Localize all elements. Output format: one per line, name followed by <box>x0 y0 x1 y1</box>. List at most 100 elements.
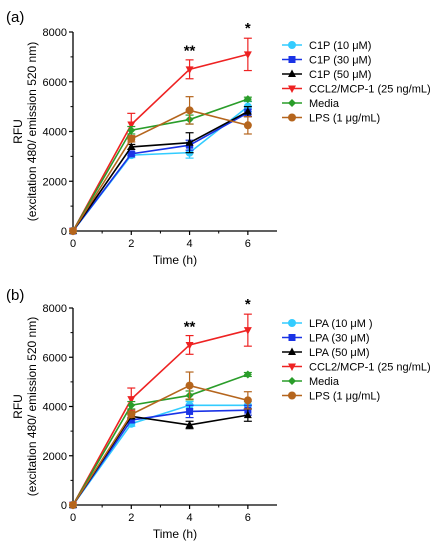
data-point <box>243 121 252 130</box>
x-tick-label: 0 <box>70 512 76 524</box>
legend-label: CCL2/MCP-1 (25 ng/mL) <box>309 84 431 96</box>
data-point <box>127 410 136 419</box>
data-point <box>69 227 77 235</box>
legend-swatch-marker <box>288 85 296 93</box>
x-axis-title: Time (h) <box>153 253 197 267</box>
data-point <box>243 107 252 115</box>
series-line <box>72 109 249 232</box>
legend-label: C1P (50 μM) <box>309 69 371 81</box>
legend-swatch-marker <box>288 319 296 327</box>
y-axis-title: RFU <box>11 119 25 144</box>
x-tick-label: 6 <box>245 238 251 250</box>
legend-item: C1P (30 μM) <box>282 55 371 67</box>
x-tick-label: 0 <box>70 238 76 250</box>
legend-swatch-marker <box>288 363 296 371</box>
legend-label: C1P (10 μM) <box>309 40 371 52</box>
panel-label: (b) <box>6 287 24 304</box>
chart-panel-a: (a) 0 2000 4000 6000 8000 0 2 4 6 Time (h) RFU (exci… <box>6 9 431 267</box>
significance-mark: * <box>245 296 251 313</box>
y-tick-label: 2000 <box>43 176 67 188</box>
data-point <box>185 381 194 390</box>
legend-swatch-marker <box>288 391 296 400</box>
legend-swatch-marker <box>288 99 296 107</box>
legend-label: Media <box>309 376 340 388</box>
data-point <box>69 501 77 509</box>
y-axis-title: RFU <box>11 394 25 419</box>
y-tick-label: 0 <box>61 226 67 238</box>
legend-item: Media <box>282 98 340 110</box>
significance-mark: ** <box>184 43 196 60</box>
legend-swatch-marker <box>288 347 296 355</box>
data-point <box>185 106 194 115</box>
series-line <box>72 329 249 506</box>
series-4 <box>69 95 252 235</box>
x-tick-label: 6 <box>245 512 251 524</box>
series-1 <box>69 108 252 235</box>
x-axis-title: Time (h) <box>153 527 197 541</box>
data-point <box>243 370 252 379</box>
x-tick-label: 4 <box>187 238 193 250</box>
data-point <box>185 420 194 428</box>
series-line <box>72 112 249 232</box>
data-point <box>127 126 136 135</box>
data-point <box>243 95 252 104</box>
data-point <box>127 401 136 410</box>
legend-item: LPA (10 μM ) <box>282 318 373 330</box>
y-tick-label: 8000 <box>43 303 67 315</box>
legend-item: C1P (50 μM) <box>282 69 371 81</box>
legend-label: Media <box>309 98 340 110</box>
series-4 <box>69 370 252 509</box>
x-tick-label: 2 <box>128 238 134 250</box>
series-line <box>72 53 249 232</box>
legend-label: LPS (1 μg/mL) <box>309 113 380 125</box>
data-point <box>243 51 252 59</box>
data-point <box>243 410 252 419</box>
series-0 <box>69 400 252 509</box>
series-line <box>72 409 248 506</box>
series-0 <box>69 101 252 235</box>
series-2 <box>69 408 252 508</box>
series-3 <box>69 37 252 236</box>
data-point <box>127 121 136 130</box>
series-5 <box>69 96 252 235</box>
y-tick-label: 6000 <box>43 352 67 364</box>
series-5 <box>69 371 252 509</box>
data-point <box>127 396 136 404</box>
y-tick-label: 0 <box>61 500 67 512</box>
legend-item: CCL2/MCP-1 (25 ng/mL) <box>282 362 431 374</box>
significance-mark: ** <box>184 318 196 335</box>
legend-item: Media <box>282 376 340 388</box>
legend-item: LPA (50 μM) <box>282 347 370 359</box>
x-tick-label: 2 <box>128 512 134 524</box>
significance-mark: * <box>245 20 251 37</box>
data-point <box>127 142 136 150</box>
legend-swatch-marker <box>288 377 296 385</box>
y-axis-subtitle: (excitation 480/ emission 520 nm) <box>25 42 39 221</box>
data-point <box>127 134 136 143</box>
legend-item: LPS (1 μg/mL) <box>282 113 380 125</box>
data-point <box>127 416 135 424</box>
series-line <box>72 404 248 506</box>
legend-swatch-marker <box>288 113 296 122</box>
legend-swatch-marker <box>288 56 296 63</box>
legend: LPA (10 μM ) LPA (30 μM) LPA (50 μM) CCL2/M… <box>282 318 431 403</box>
chart-panel-b: (b) 0 2000 4000 6000 8000 0 2 4 6 Time (h) RFU (exci… <box>6 287 431 541</box>
data-point <box>185 341 194 350</box>
legend-label: LPS (1 μg/mL) <box>309 391 380 403</box>
legend-item: CCL2/MCP-1 (25 ng/mL) <box>282 84 431 96</box>
legend-swatch-marker <box>288 69 296 77</box>
legend-label: LPA (30 μM) <box>309 333 370 345</box>
y-tick-label: 4000 <box>43 127 67 139</box>
data-point <box>243 327 252 335</box>
series-3 <box>69 313 252 510</box>
panel-label: (a) <box>6 9 24 26</box>
legend-label: CCL2/MCP-1 (25 ng/mL) <box>309 362 431 374</box>
y-tick-label: 8000 <box>43 27 67 39</box>
legend-label: LPA (10 μM ) <box>309 318 373 330</box>
data-point <box>127 150 135 158</box>
legend: C1P (10 μM) C1P (30 μM) C1P (50 μM) CCL2/MC… <box>282 40 431 125</box>
legend-item: LPA (30 μM) <box>282 333 370 345</box>
legend-label: LPA (50 μM) <box>309 347 370 359</box>
data-point <box>186 407 194 415</box>
